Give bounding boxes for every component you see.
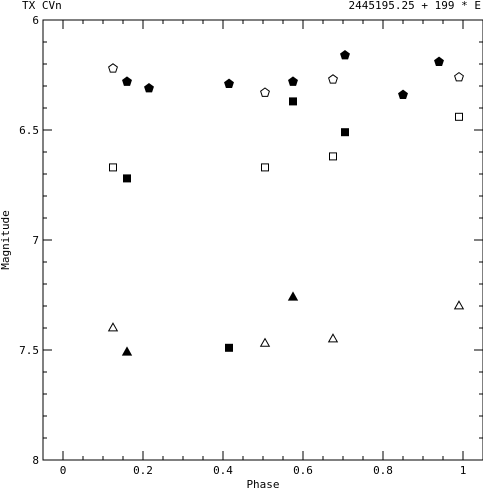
open-triangle-point xyxy=(453,300,465,310)
x-tick-label: 0.4 xyxy=(213,464,233,477)
filled-pentagon-point xyxy=(434,56,444,67)
x-axis-label: Phase xyxy=(246,478,279,489)
y-tick-label: 6.5 xyxy=(19,124,39,137)
chart-title-right: 2445195.25 + 199 * E xyxy=(349,0,481,12)
filled-square-point xyxy=(341,128,349,137)
x-tick-label: 0.6 xyxy=(293,464,313,477)
filled-pentagon-point xyxy=(398,89,408,100)
x-tick-label: 0.2 xyxy=(133,464,153,477)
filled-pentagon-point xyxy=(340,49,350,60)
open-triangle-point xyxy=(259,337,271,347)
x-tick-label: 0.8 xyxy=(373,464,393,477)
open-square-point xyxy=(455,112,463,121)
y-tick-label: 6 xyxy=(32,14,39,27)
open-square-point xyxy=(109,163,117,172)
filled-pentagon-point xyxy=(288,76,298,86)
open-pentagon-point xyxy=(108,63,118,73)
y-tick-label: 7 xyxy=(32,234,39,247)
filled-pentagon-point xyxy=(224,78,234,89)
filled-square-point xyxy=(225,343,233,352)
filled-pentagon-point xyxy=(122,76,132,86)
filled-triangle-point xyxy=(121,346,133,356)
open-square-point xyxy=(261,163,269,172)
y-tick-label: 8 xyxy=(32,454,39,467)
y-tick-label: 7.5 xyxy=(19,344,39,357)
filled-triangle-point xyxy=(287,291,299,301)
filled-square-point xyxy=(289,97,297,106)
filled-pentagon-point xyxy=(144,82,154,93)
open-pentagon-point xyxy=(328,74,338,84)
data-points xyxy=(107,49,465,356)
open-pentagon-point xyxy=(260,87,270,97)
axis-ticks: 0 0.2 0.4 0.6 0.8 1 6 6.5 7 7.5 8 xyxy=(19,14,483,477)
x-tick-label: 0 xyxy=(60,464,67,477)
open-triangle-point xyxy=(327,333,339,343)
open-triangle-point xyxy=(107,322,119,332)
open-pentagon-point xyxy=(454,71,464,82)
plot-frame xyxy=(42,19,483,461)
y-axis-label: Magnitude xyxy=(0,210,12,270)
chart-title-left: TX CVn xyxy=(22,0,62,12)
x-tick-label: 1 xyxy=(460,464,467,477)
open-square-point xyxy=(329,152,337,161)
filled-square-point xyxy=(123,174,131,183)
